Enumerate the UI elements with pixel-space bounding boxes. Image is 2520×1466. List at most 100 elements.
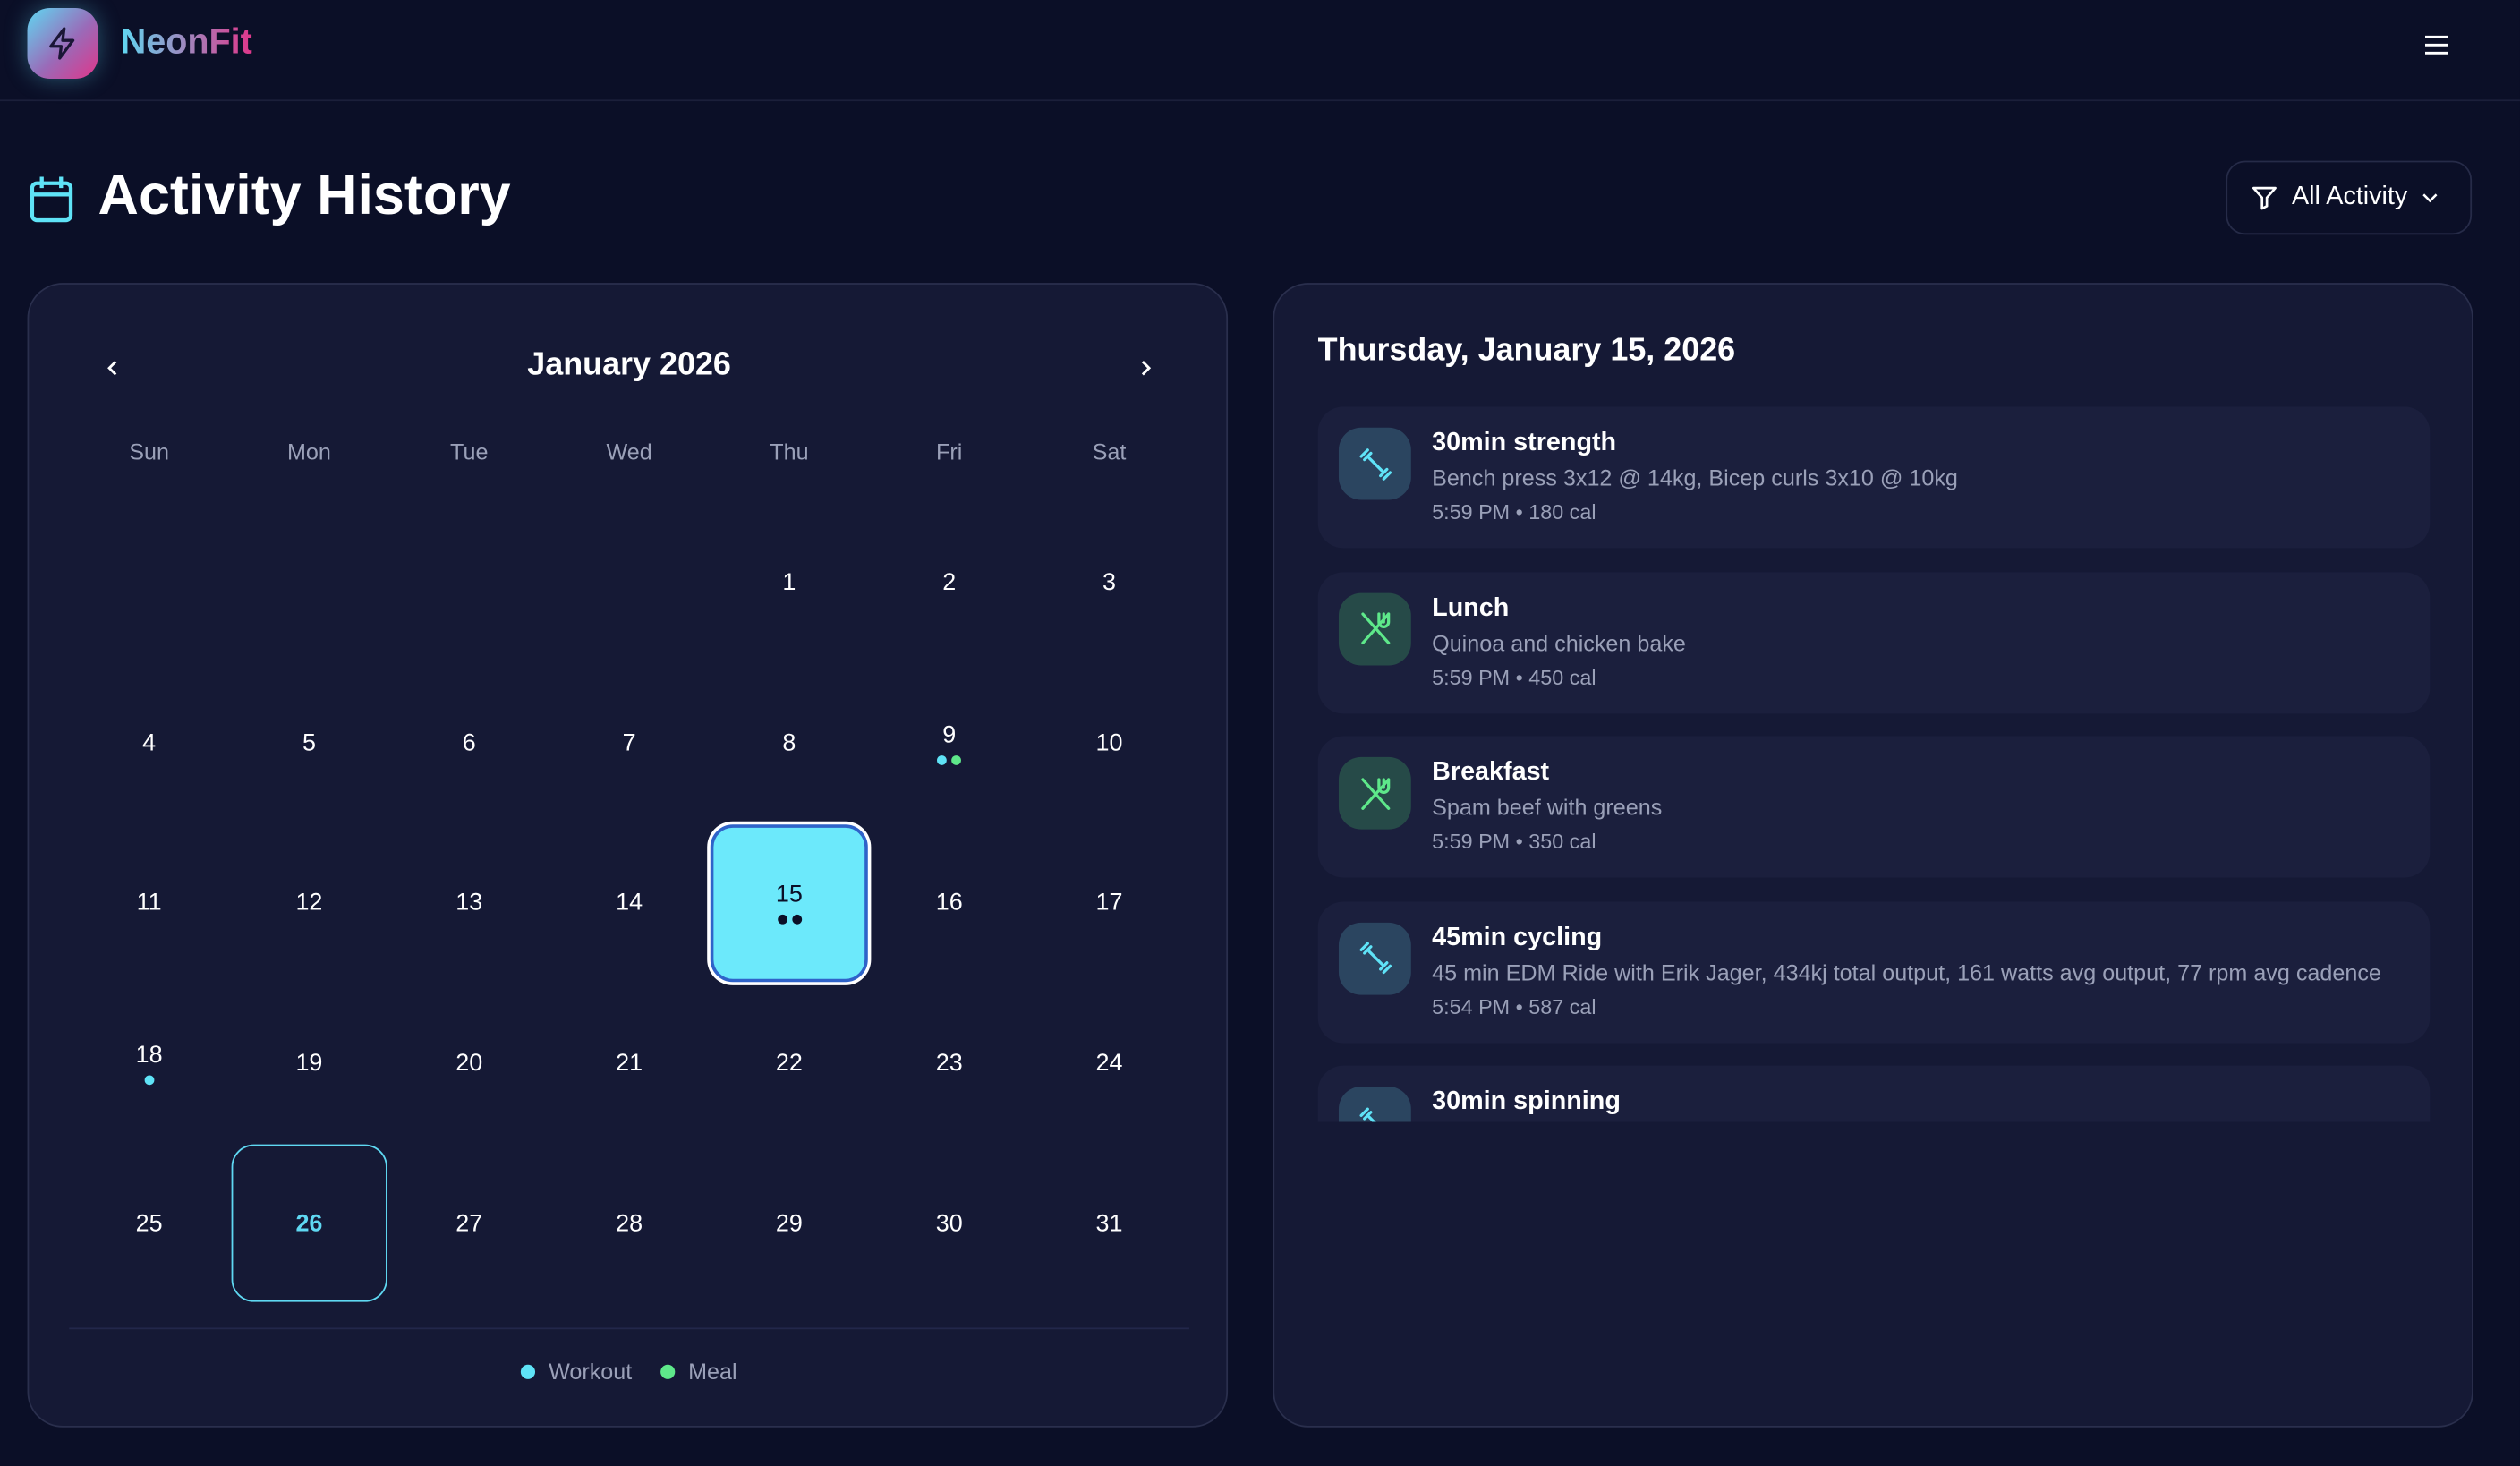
day-number: 12	[295, 890, 323, 917]
weekday-label: Mon	[286, 439, 331, 465]
chevron-left-icon	[107, 361, 117, 376]
calendar-day-22[interactable]: 22	[711, 984, 867, 1141]
activity-meta: 5:54 PM • 587 cal	[1432, 993, 1596, 1019]
legend-label: Workout	[549, 1358, 633, 1385]
calendar-icon	[30, 176, 73, 223]
calendar-day-28[interactable]: 28	[550, 1145, 707, 1301]
activity-title: 30min spinning	[1432, 1087, 1621, 1116]
legend-label: Meal	[688, 1358, 737, 1385]
activity-title: 30min strength	[1432, 429, 1617, 457]
activity-item[interactable]: 30min strength Bench press 3x12 @ 14kg, B…	[1317, 406, 2431, 549]
activity-item[interactable]: Lunch Quinoa and chicken bake 5:59 PM • 45…	[1317, 571, 2431, 713]
calendar-day-21[interactable]: 21	[550, 984, 707, 1141]
calendar-day-20[interactable]: 20	[391, 984, 548, 1141]
activity-dots	[144, 1075, 155, 1086]
page-title: Activity History	[98, 164, 511, 227]
divider	[69, 1327, 1189, 1330]
day-number: 10	[1095, 729, 1123, 757]
calendar-day-19[interactable]: 19	[231, 984, 387, 1141]
day-number: 13	[455, 890, 483, 917]
calendar-day-4[interactable]: 4	[71, 665, 227, 822]
calendar-day-26[interactable]: 26	[230, 1145, 388, 1302]
workout-dot	[937, 754, 948, 765]
meal-dot	[791, 915, 802, 925]
day-number: 2	[942, 569, 957, 597]
calendar-day-25[interactable]: 25	[71, 1145, 227, 1301]
meal-dot	[951, 754, 962, 765]
day-number: 21	[616, 1049, 643, 1078]
calendar-day-3[interactable]: 3	[1031, 505, 1188, 661]
activity-meta: 5:59 PM • 180 cal	[1432, 499, 1596, 524]
calendar-day-10[interactable]: 10	[1031, 665, 1188, 822]
calendar-day-27[interactable]: 27	[391, 1145, 548, 1301]
calendar-day-11[interactable]: 11	[71, 825, 227, 982]
calendar-day-13[interactable]: 13	[391, 825, 548, 982]
calendar-day-23[interactable]: 23	[871, 984, 1027, 1141]
day-number: 5	[302, 729, 316, 757]
brand-name: NeonFit	[120, 21, 252, 62]
day-details-card: Thursday, January 15, 2026 30min strengt…	[1273, 283, 2473, 1428]
activity-title: 45min cycling	[1432, 923, 1603, 951]
calendar-day-15[interactable]: 15	[711, 824, 868, 982]
weekday-label: Fri	[936, 439, 963, 465]
day-number: 26	[295, 1209, 323, 1238]
calendar-day-12[interactable]: 12	[231, 825, 387, 982]
calendar-day-8[interactable]: 8	[711, 665, 867, 822]
calendar-day-30[interactable]: 30	[871, 1145, 1027, 1301]
calendar-day-5[interactable]: 5	[231, 665, 387, 822]
utensils-icon	[1338, 592, 1411, 665]
calendar-days: 1 2 3 4 5 6 7 8 9 10 11 12 13 14 15 16 17 18 19 20 21 22 23 24 2…	[69, 503, 1189, 1303]
activity-item[interactable]: 45min cycling 45 min EDM Ride with Erik J…	[1317, 900, 2431, 1043]
prev-month-button[interactable]	[93, 349, 132, 388]
calendar-day-14[interactable]: 14	[550, 825, 707, 982]
selected-date-title: Thursday, January 15, 2026	[1317, 332, 1736, 369]
day-number: 8	[782, 729, 796, 757]
activity-description: Bench press 3x12 @ 14kg, Bicep curls 3x1…	[1432, 465, 1958, 490]
calendar-day-18[interactable]: 18	[71, 984, 227, 1141]
calendar-day-9[interactable]: 9	[871, 665, 1027, 822]
month-label: January 2026	[527, 346, 731, 383]
activity-list[interactable]: 30min strength Bench press 3x12 @ 14kg, B…	[1317, 406, 2431, 1122]
activity-filter-dropdown[interactable]: All Activity	[2226, 160, 2473, 235]
next-month-button[interactable]	[1127, 349, 1165, 388]
activity-item[interactable]: 30min spinning	[1317, 1065, 2431, 1122]
utensils-icon	[1338, 756, 1411, 830]
calendar-day-2[interactable]: 2	[871, 505, 1027, 661]
day-number: 15	[775, 882, 803, 909]
weekday-label: Thu	[770, 439, 809, 465]
dumbbell-icon	[1338, 427, 1411, 500]
top-bar: NeonFit	[0, 0, 2520, 102]
calendar-day-24[interactable]: 24	[1031, 984, 1188, 1141]
hamburger-icon	[2425, 35, 2448, 55]
dumbbell-icon	[1338, 921, 1411, 994]
day-number: 31	[1095, 1209, 1123, 1238]
calendar-day-17[interactable]: 17	[1031, 825, 1188, 982]
activity-item[interactable]: Breakfast Spam beef with greens 5:59 PM • …	[1317, 736, 2431, 878]
workout-dot	[521, 1363, 536, 1378]
calendar-day-6[interactable]: 6	[391, 665, 548, 822]
activity-description: Spam beef with greens	[1432, 794, 1663, 820]
calendar-day-31[interactable]: 31	[1031, 1145, 1188, 1301]
activity-description: Quinoa and chicken bake	[1432, 629, 1686, 655]
activity-meta: 5:59 PM • 450 cal	[1432, 664, 1596, 689]
legend-workout: Workout	[521, 1358, 633, 1385]
activity-description: 45 min EDM Ride with Erik Jager, 434kj t…	[1432, 959, 2381, 984]
day-number: 16	[935, 890, 963, 917]
calendar-day-7[interactable]: 7	[550, 665, 707, 822]
empty-cell	[389, 503, 549, 663]
chevron-down-icon	[2422, 193, 2438, 203]
day-number: 30	[935, 1209, 963, 1238]
logo	[27, 7, 98, 79]
activity-dots	[937, 754, 962, 765]
day-number: 25	[135, 1209, 163, 1238]
day-number: 11	[136, 890, 162, 917]
day-number: 19	[295, 1049, 323, 1078]
calendar-day-29[interactable]: 29	[711, 1145, 867, 1301]
calendar-day-16[interactable]: 16	[871, 825, 1027, 982]
day-number: 6	[462, 729, 476, 757]
activity-title: Lunch	[1432, 593, 1510, 622]
calendar-day-1[interactable]: 1	[711, 505, 867, 661]
empty-cell	[229, 503, 389, 663]
menu-button[interactable]	[2419, 29, 2455, 61]
day-number: 17	[1095, 890, 1123, 917]
